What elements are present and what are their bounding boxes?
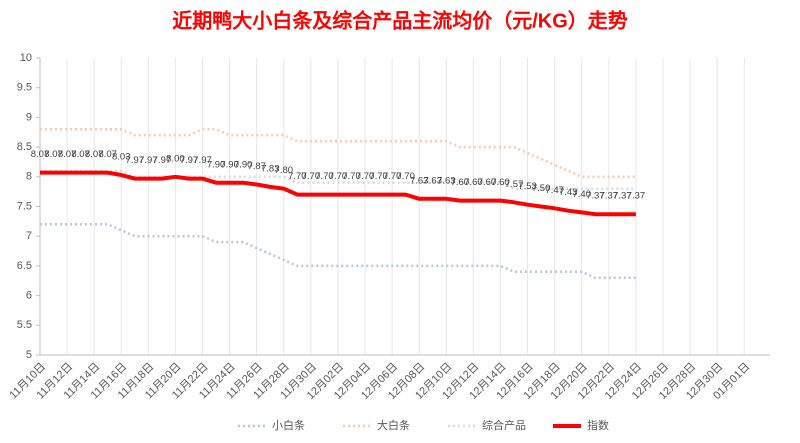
data-label: 8.03 [112,152,131,163]
data-label: 7.50 [532,183,551,194]
data-label: 7.60 [491,177,510,188]
data-label: 7.97 [126,155,145,166]
legend-label: 指数 [587,418,609,432]
y-tick-label: 9.5 [17,82,32,94]
data-label: 7.97 [193,155,212,166]
data-label: 8.07 [44,149,63,160]
y-tick-label: 9 [26,111,32,123]
data-label: 7.97 [153,155,172,166]
data-label: 7.70 [383,171,402,182]
series-line [40,128,636,179]
y-tick-label: 5 [26,349,32,361]
data-label: 7.57 [505,179,524,190]
data-label: 7.63 [410,175,429,186]
data-label: 7.70 [342,171,361,182]
data-label: 7.37 [627,191,646,202]
data-label: 7.70 [369,171,388,182]
y-tick-label: 8 [26,171,32,183]
data-label: 7.97 [139,155,158,166]
legend-label: 大白条 [377,418,410,432]
data-label: 8.07 [31,149,50,160]
data-label: 8.07 [58,149,77,160]
data-label: 8.07 [85,149,104,160]
data-label: 7.70 [329,171,348,182]
data-label: 7.47 [545,185,564,196]
data-label: 7.90 [207,159,226,170]
data-label: 7.80 [275,165,294,176]
series-line [40,170,636,217]
data-label: 7.90 [234,159,253,170]
y-tick-label: 7 [26,230,32,242]
legend-label: 小白条 [272,418,305,432]
data-label: 7.83 [261,163,280,174]
series-line [40,223,636,280]
data-label: 7.70 [396,171,415,182]
data-label: 7.70 [315,171,334,182]
data-label: 7.37 [600,191,619,202]
data-label: 7.40 [572,189,591,200]
y-tick-label: 7.5 [17,200,32,212]
data-label: 8.00 [166,153,185,164]
data-label: 7.60 [451,177,470,188]
y-tick-label: 6 [26,290,32,302]
y-tick-label: 5.5 [17,319,32,331]
data-label: 7.70 [288,171,307,182]
data-label: 7.60 [464,177,483,188]
data-label: 7.53 [518,181,537,192]
legend-label: 综合产品 [482,418,526,432]
y-tick-label: 6.5 [17,260,32,272]
data-label: 7.97 [180,155,199,166]
data-label: 7.87 [247,161,266,172]
y-tick-label: 10 [20,52,32,64]
data-label: 7.70 [302,171,321,182]
data-label: 7.63 [437,175,456,186]
chart-title: 近期鸭大小白条及综合产品主流均价（元/KG）走势 [172,8,628,32]
data-label: 7.43 [559,187,578,198]
data-label: 7.37 [613,191,632,202]
data-label: 7.37 [586,191,605,202]
y-tick-label: 8.5 [17,141,32,153]
data-label: 7.70 [356,171,375,182]
data-label: 8.07 [71,149,90,160]
data-label: 7.63 [424,175,443,186]
data-label: 7.60 [478,177,497,188]
data-label: 8.07 [98,149,117,160]
data-label: 7.90 [220,159,239,170]
